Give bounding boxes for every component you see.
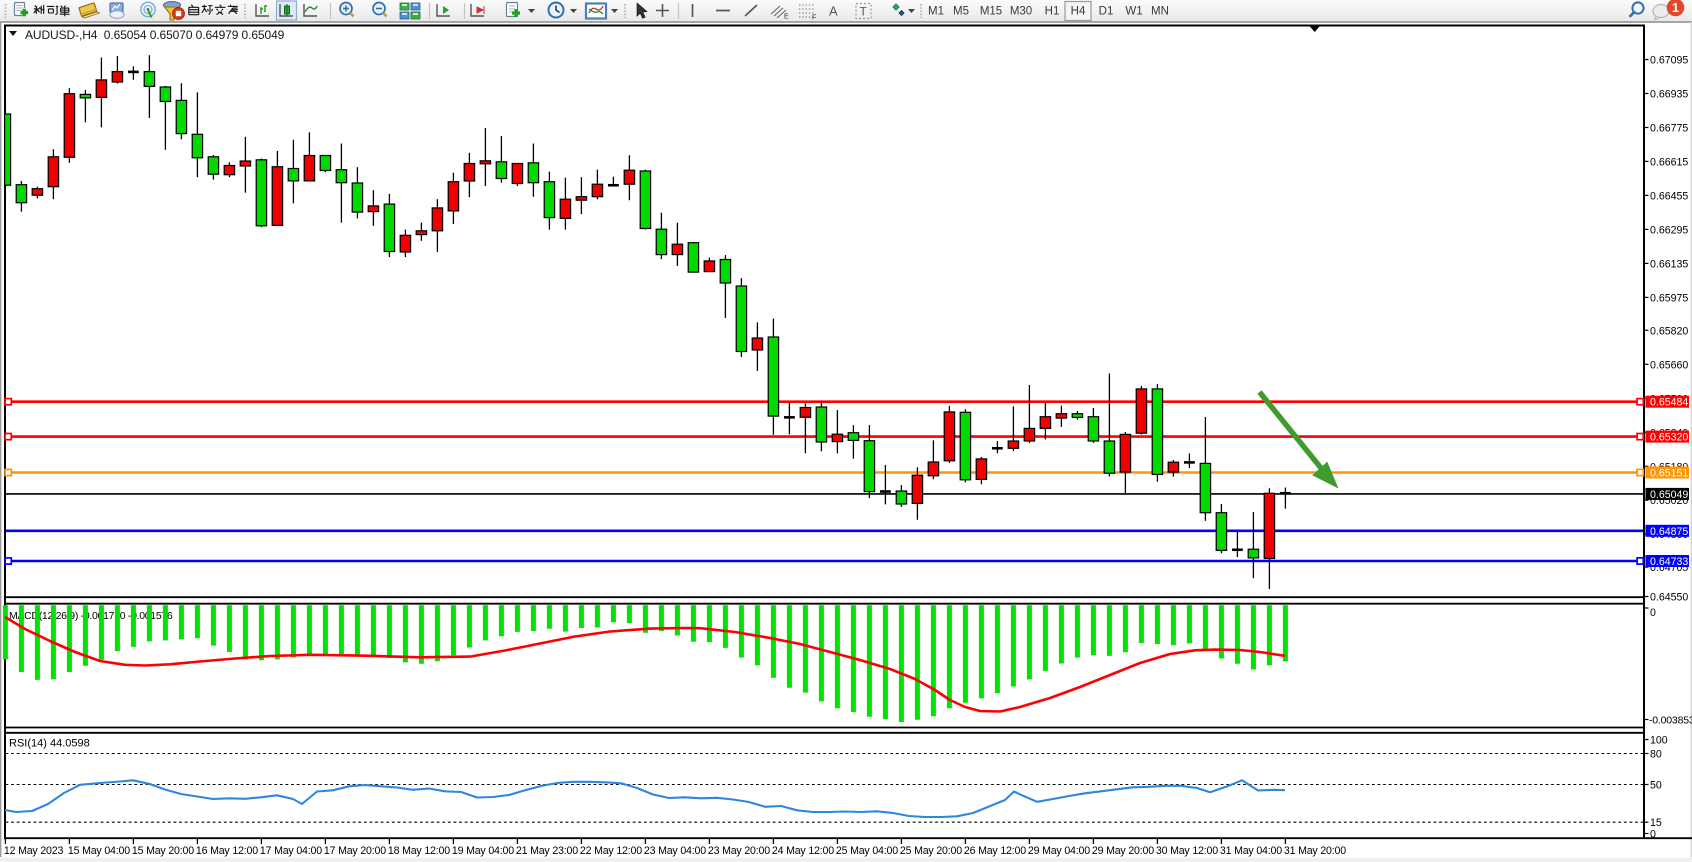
svg-text:D1: D1 [1099,6,1114,18]
svg-text:0.66615: 0.66615 [1650,156,1688,168]
svg-text:18 May 12:00: 18 May 12:00 [388,845,450,857]
svg-text:0.65484: 0.65484 [1650,397,1688,409]
svg-text:16 May 12:00: 16 May 12:00 [196,845,258,857]
svg-text:17 May 04:00: 17 May 04:00 [260,845,322,857]
svg-text:23 May 04:00: 23 May 04:00 [644,845,706,857]
svg-text:24 May 12:00: 24 May 12:00 [772,845,834,857]
svg-text:0.66135: 0.66135 [1650,258,1688,270]
svg-text:29 May 04:00: 29 May 04:00 [1028,845,1090,857]
svg-text:31 May 04:00: 31 May 04:00 [1220,845,1282,857]
svg-text:0.65820: 0.65820 [1650,325,1688,337]
svg-text:25 May 20:00: 25 May 20:00 [900,845,962,857]
svg-text:0.66295: 0.66295 [1650,224,1688,236]
svg-text:T: T [860,5,868,19]
svg-text:0.65660: 0.65660 [1650,359,1688,371]
svg-text:0: 0 [1650,607,1656,619]
svg-text:0.66455: 0.66455 [1650,190,1688,202]
svg-text:50: 50 [1650,780,1662,792]
svg-text:0.66935: 0.66935 [1650,89,1688,101]
svg-text:17 May 20:00: 17 May 20:00 [324,845,386,857]
svg-text:31 May 20:00: 31 May 20:00 [1284,845,1346,857]
svg-text:H1: H1 [1045,6,1060,18]
svg-text:100: 100 [1650,735,1668,747]
svg-text:0.64550: 0.64550 [1650,592,1688,604]
svg-text:0.65320: 0.65320 [1650,432,1688,444]
svg-text:W1: W1 [1125,6,1142,18]
svg-text:0.64875: 0.64875 [1650,526,1688,538]
svg-text:M1: M1 [928,6,944,18]
svg-text:0.67095: 0.67095 [1650,55,1688,67]
svg-text:19 May 04:00: 19 May 04:00 [452,845,514,857]
svg-text:1: 1 [1672,0,1679,15]
svg-text:30 May 12:00: 30 May 12:00 [1156,845,1218,857]
svg-text:0.64733: 0.64733 [1650,556,1688,568]
svg-text:0.66775: 0.66775 [1650,123,1688,135]
svg-text:15 May 20:00: 15 May 20:00 [132,845,194,857]
svg-text:12 May 2023: 12 May 2023 [4,845,64,857]
svg-text:M15: M15 [980,6,1002,18]
svg-text:A: A [829,4,838,19]
svg-text:15 May 04:00: 15 May 04:00 [68,845,130,857]
svg-text:MN: MN [1151,6,1169,18]
svg-text:RSI(14) 44.0598: RSI(14) 44.0598 [9,738,90,750]
svg-text:15: 15 [1650,817,1662,829]
svg-text:25 May 04:00: 25 May 04:00 [836,845,898,857]
svg-text:80: 80 [1650,749,1662,761]
svg-text:29 May 20:00: 29 May 20:00 [1092,845,1154,857]
svg-text:0.65049: 0.65049 [1650,489,1688,501]
svg-text:21 May 23:00: 21 May 23:00 [516,845,578,857]
svg-text:M30: M30 [1010,6,1032,18]
svg-text:26 May 12:00: 26 May 12:00 [964,845,1026,857]
svg-text:23 May 20:00: 23 May 20:00 [708,845,770,857]
svg-text:0.65151: 0.65151 [1650,468,1688,480]
svg-text:E: E [784,14,789,21]
svg-text:AUDUSD-,H4 0.65054 0.65070 0.: AUDUSD-,H4 0.65054 0.65070 0.64979 0.650… [25,28,285,42]
svg-text:0: 0 [1650,829,1656,841]
svg-text:-0.003853: -0.003853 [1649,715,1692,727]
svg-text:F: F [812,15,816,22]
svg-text:H4: H4 [1071,6,1086,18]
svg-text:M5: M5 [953,6,969,18]
svg-text:0.65975: 0.65975 [1650,292,1688,304]
svg-text:22 May 12:00: 22 May 12:00 [580,845,642,857]
